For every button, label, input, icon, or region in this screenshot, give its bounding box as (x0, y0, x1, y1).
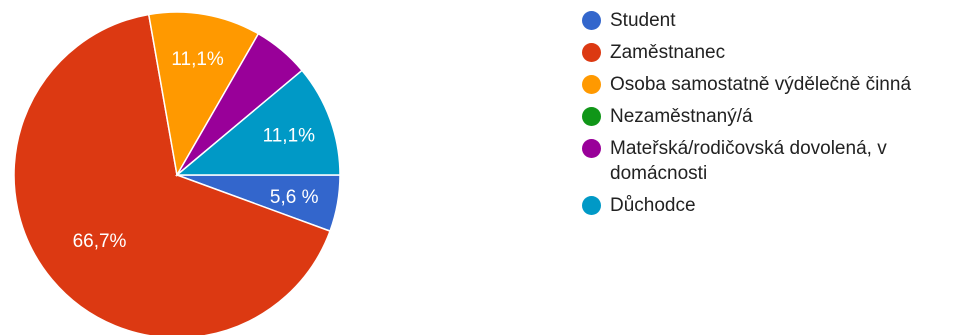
slice-label-duchodce: 11,1% (263, 125, 316, 146)
pie-slice-duchodce[interactable] (174, 69, 341, 176)
legend-label-nezamestnany: Nezaměstnaný/á (610, 106, 753, 127)
legend-item-osvc[interactable]: Osoba samostatně výdělečně činná (582, 72, 962, 97)
legend: Student Zaměstnanec Osoba samostatně výd… (582, 8, 962, 225)
legend-item-student[interactable]: Student (582, 8, 962, 33)
legend-swatch-osvc (582, 75, 601, 94)
legend-label-duchodce: Důchodce (610, 195, 696, 216)
legend-swatch-student (582, 11, 601, 30)
slice-label-student: 5,6 % (270, 187, 319, 208)
legend-swatch-nezamestnany (582, 107, 601, 126)
pie-slice-zamestnanec[interactable] (13, 13, 331, 335)
slice-label-osvc: 11,1% (171, 49, 224, 70)
legend-swatch-zamestnanec (582, 43, 601, 62)
legend-label-materska: Mateřská/rodičovská dovolená, v domácnos… (610, 138, 887, 184)
legend-label-zamestnanec: Zaměstnanec (610, 42, 726, 63)
legend-label-osvc: Osoba samostatně výdělečně činná (610, 74, 912, 95)
pie-slice-osvc[interactable] (147, 11, 260, 178)
legend-item-materska[interactable]: Mateřská/rodičovská dovolená, v domácnos… (582, 136, 960, 186)
legend-item-zamestnanec[interactable]: Zaměstnanec (582, 40, 962, 65)
legend-swatch-duchodce (582, 196, 601, 215)
legend-item-nezamestnany[interactable]: Nezaměstnaný/á (582, 104, 962, 129)
legend-label-student: Student (610, 10, 676, 31)
legend-swatch-materska (582, 139, 601, 158)
pie-chart: 5,6 % 66,7% 11,1% 11,1% (13, 11, 341, 335)
legend-item-duchodce[interactable]: Důchodce (582, 193, 962, 218)
slice-label-zamestnanec: 66,7% (73, 231, 127, 252)
